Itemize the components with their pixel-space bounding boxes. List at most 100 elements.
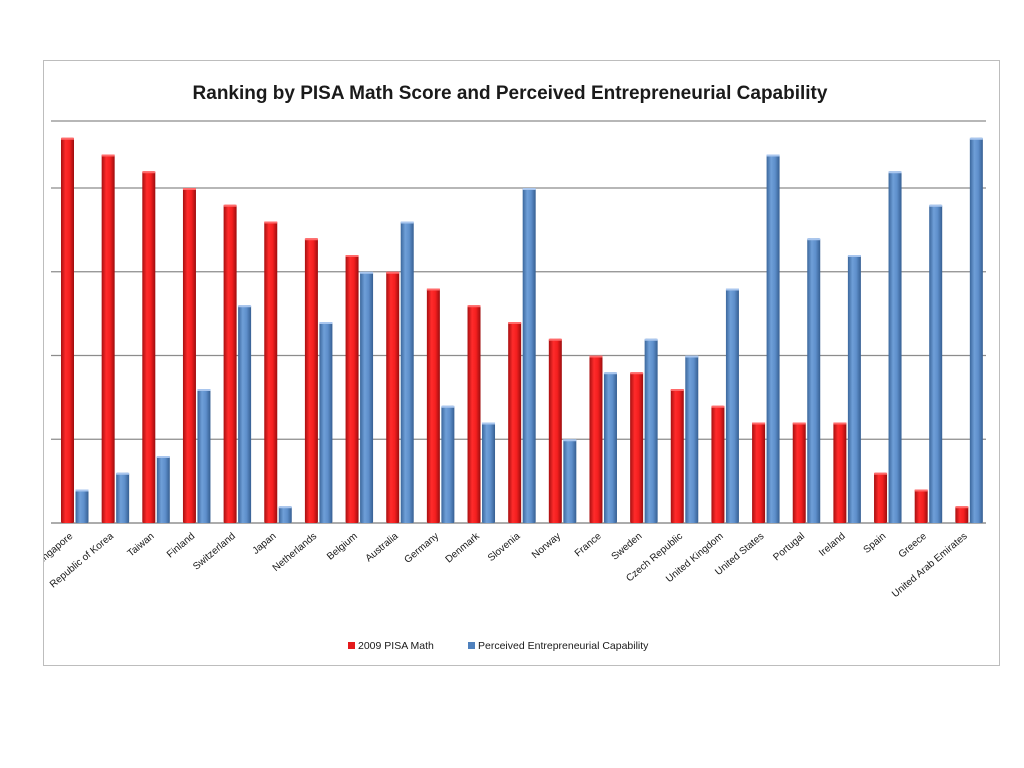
bar-perceived-entrepreneurial-capability-portugal [807, 238, 821, 523]
bar-2009-pisa-math-germany [426, 288, 440, 523]
bar-2009-pisa-math-switzerland [223, 204, 237, 523]
bar-cap-2009-pisa-math-germany [426, 288, 440, 291]
bar-cap-2009-pisa-math-taiwan [142, 171, 156, 174]
x-tick-label-portugal: Portugal [771, 531, 807, 563]
bar-2009-pisa-math-belgium [345, 255, 359, 523]
bar-perceived-entrepreneurial-capability-netherlands [319, 322, 333, 523]
bar-cap-perceived-entrepreneurial-capability-spain [888, 171, 902, 174]
x-tick-label-australia: Australia [364, 531, 401, 565]
bar-2009-pisa-math-portugal [792, 422, 806, 523]
bar-cap-2009-pisa-math-sweden [630, 372, 644, 375]
bar-cap-2009-pisa-math-greece [914, 489, 928, 492]
bar-perceived-entrepreneurial-capability-denmark [482, 422, 496, 523]
bar-cap-perceived-entrepreneurial-capability-germany [441, 405, 455, 408]
x-tick-label-sweden: Sweden [610, 531, 645, 563]
bar-cap-2009-pisa-math-japan [264, 221, 278, 224]
bar-2009-pisa-math-united-states [752, 422, 766, 523]
bar-cap-2009-pisa-math-australia [386, 271, 400, 274]
bar-cap-2009-pisa-math-belgium [345, 255, 359, 257]
bar-cap-2009-pisa-math-portugal [792, 422, 806, 425]
bar-cap-2009-pisa-math-denmark [467, 305, 481, 308]
bar-cap-perceived-entrepreneurial-capability-denmark [482, 422, 496, 425]
bar-cap-2009-pisa-math-switzerland [223, 204, 237, 207]
bar-cap-perceived-entrepreneurial-capability-sweden [644, 338, 658, 341]
x-tick-label-netherlands: Netherlands [271, 531, 319, 574]
x-tick-label-norway: Norway [530, 531, 563, 561]
bar-cap-perceived-entrepreneurial-capability-singapore [75, 489, 89, 492]
bar-cap-perceived-entrepreneurial-capability-united-states [766, 154, 780, 157]
bar-perceived-entrepreneurial-capability-taiwan [156, 456, 170, 523]
bar-cap-2009-pisa-math-czech-republic [670, 389, 684, 391]
x-tick-label-belgium: Belgium [325, 531, 360, 563]
bar-perceived-entrepreneurial-capability-united-kingdom [725, 288, 739, 523]
bar-cap-perceived-entrepreneurial-capability-greece [929, 204, 943, 207]
bar-cap-perceived-entrepreneurial-capability-united-arab-emirates [969, 137, 983, 140]
bar-perceived-entrepreneurial-capability-switzerland [238, 305, 252, 523]
bar-cap-perceived-entrepreneurial-capability-czech-republic [685, 355, 699, 358]
bar-2009-pisa-math-spain [874, 472, 888, 523]
bar-cap-perceived-entrepreneurial-capability-belgium [360, 271, 374, 274]
bar-cap-2009-pisa-math-united-states [752, 422, 766, 425]
x-tick-label-spain: Spain [862, 531, 889, 556]
bar-perceived-entrepreneurial-capability-singapore [75, 489, 89, 523]
x-tick-label-slovenia: Slovenia [486, 531, 523, 564]
bar-cap-perceived-entrepreneurial-capability-ireland [847, 255, 861, 257]
bar-2009-pisa-math-czech-republic [670, 389, 684, 523]
x-tick-label-taiwan: Taiwan [126, 531, 157, 559]
x-tick-label-denmark: Denmark [444, 530, 483, 565]
bar-2009-pisa-math-united-kingdom [711, 405, 725, 523]
bar-cap-2009-pisa-math-france [589, 355, 603, 358]
x-tick-label-japan: Japan [251, 531, 279, 557]
bar-2009-pisa-math-republic-of-korea [101, 154, 115, 523]
bar-2009-pisa-math-sweden [630, 372, 644, 523]
bar-cap-perceived-entrepreneurial-capability-republic-of-korea [116, 472, 130, 475]
bar-cap-perceived-entrepreneurial-capability-netherlands [319, 322, 333, 324]
bar-2009-pisa-math-ireland [833, 422, 847, 523]
legend-label-pisa-math: 2009 PISA Math [358, 640, 434, 652]
bar-cap-perceived-entrepreneurial-capability-norway [563, 439, 577, 442]
bar-cap-2009-pisa-math-norway [548, 338, 562, 341]
x-tick-label-france: France [573, 531, 604, 560]
bar-cap-2009-pisa-math-republic-of-korea [101, 154, 115, 157]
bar-perceived-entrepreneurial-capability-finland [197, 389, 211, 523]
chart-frame: Ranking by PISA Math Score and Perceived… [43, 60, 1000, 666]
bar-perceived-entrepreneurial-capability-japan [278, 506, 292, 523]
bar-cap-perceived-entrepreneurial-capability-japan [278, 506, 292, 509]
bar-cap-2009-pisa-math-united-kingdom [711, 405, 725, 408]
bar-perceived-entrepreneurial-capability-greece [929, 204, 943, 523]
bar-2009-pisa-math-japan [264, 221, 278, 523]
bar-perceived-entrepreneurial-capability-norway [563, 439, 577, 523]
bar-perceived-entrepreneurial-capability-belgium [360, 271, 374, 523]
bar-cap-2009-pisa-math-spain [874, 472, 888, 475]
bar-perceived-entrepreneurial-capability-united-states [766, 154, 780, 523]
bar-perceived-entrepreneurial-capability-united-arab-emirates [969, 137, 983, 523]
x-tick-label-united-arab-emirates: United Arab Emirates [890, 531, 969, 600]
bar-2009-pisa-math-slovenia [508, 322, 522, 523]
bar-perceived-entrepreneurial-capability-australia [400, 221, 414, 523]
bar-cap-2009-pisa-math-united-arab-emirates [955, 506, 969, 509]
bar-cap-perceived-entrepreneurial-capability-portugal [807, 238, 821, 241]
bar-2009-pisa-math-denmark [467, 305, 481, 523]
bar-cap-perceived-entrepreneurial-capability-finland [197, 389, 211, 391]
bar-2009-pisa-math-netherlands [304, 238, 318, 523]
legend-swatch-pisa-math [348, 642, 355, 649]
bar-cap-perceived-entrepreneurial-capability-australia [400, 221, 414, 224]
bar-perceived-entrepreneurial-capability-slovenia [522, 188, 536, 523]
bar-2009-pisa-math-australia [386, 271, 400, 523]
bar-perceived-entrepreneurial-capability-germany [441, 405, 455, 523]
bar-cap-perceived-entrepreneurial-capability-france [603, 372, 617, 375]
x-tick-label-germany: Germany [403, 531, 442, 566]
bar-cap-perceived-entrepreneurial-capability-taiwan [156, 456, 170, 458]
bar-cap-2009-pisa-math-finland [182, 188, 196, 190]
bar-2009-pisa-math-france [589, 355, 603, 523]
x-tick-label-greece: Greece [897, 531, 930, 561]
bar-2009-pisa-math-united-arab-emirates [955, 506, 969, 523]
bar-2009-pisa-math-greece [914, 489, 928, 523]
bar-2009-pisa-math-taiwan [142, 171, 156, 523]
bar-perceived-entrepreneurial-capability-sweden [644, 338, 658, 523]
bar-cap-perceived-entrepreneurial-capability-slovenia [522, 188, 536, 190]
x-tick-label-finland: Finland [165, 531, 197, 561]
bar-cap-2009-pisa-math-ireland [833, 422, 847, 425]
bar-perceived-entrepreneurial-capability-czech-republic [685, 355, 699, 523]
